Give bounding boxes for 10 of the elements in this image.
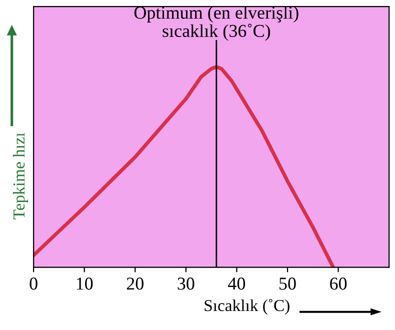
- x-tick-label: 30: [178, 278, 194, 290]
- annotation: Optimum (en elverişli) sıcaklık (36˚C): [134, 6, 298, 41]
- x-tick-label: 60: [330, 278, 347, 290]
- x-tick-label: 10: [76, 278, 93, 290]
- x-tick-label: 20: [126, 278, 144, 290]
- x-tick-label: 50: [280, 278, 296, 290]
- x-tick-label: 0: [30, 278, 38, 290]
- x-axis-title: Sıcaklık (˚C): [204, 298, 290, 315]
- y-axis-title: Tepkime hızı: [12, 132, 28, 220]
- x-tick-label: 40: [228, 278, 246, 290]
